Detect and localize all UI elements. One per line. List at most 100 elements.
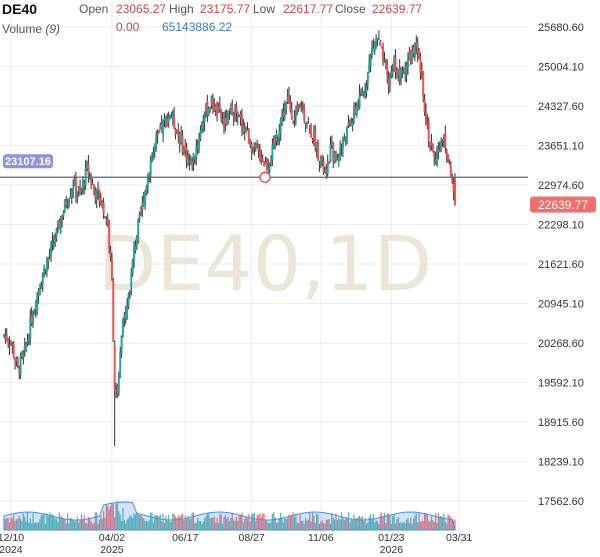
candle-body bbox=[25, 345, 28, 350]
candle-body bbox=[398, 68, 401, 81]
volume-bar bbox=[179, 516, 181, 530]
candle-body bbox=[37, 290, 40, 297]
volume-bar bbox=[392, 516, 394, 530]
volume-bar bbox=[410, 517, 412, 530]
volume-bar bbox=[170, 521, 172, 530]
candle-body bbox=[429, 141, 432, 146]
candle-body bbox=[362, 92, 365, 95]
volume-bar bbox=[152, 522, 155, 530]
volume-bar bbox=[65, 523, 67, 530]
candle-body bbox=[249, 140, 252, 146]
candle-body bbox=[121, 319, 124, 336]
volume-bar bbox=[273, 512, 275, 530]
candle-body bbox=[243, 127, 246, 133]
candle-body bbox=[430, 141, 433, 147]
volume-bar bbox=[166, 520, 168, 530]
candle-body bbox=[401, 70, 404, 73]
volume-bar bbox=[28, 522, 30, 530]
candle-body bbox=[110, 259, 113, 280]
candle-body bbox=[234, 108, 237, 114]
y-tick-label: 22298.10 bbox=[538, 220, 584, 232]
price-axis[interactable]: 25680.60 25004.10 24327.60 23651.10 22974.60… bbox=[538, 22, 584, 508]
volume-bar bbox=[230, 517, 232, 530]
grid-lines bbox=[0, 0, 528, 530]
volume-bar bbox=[32, 513, 34, 530]
candle-body bbox=[275, 133, 278, 142]
volume-bar bbox=[98, 519, 101, 530]
volume-bar bbox=[13, 514, 15, 530]
candle-body bbox=[86, 163, 89, 169]
candle-body bbox=[224, 118, 227, 124]
volume-bar bbox=[126, 519, 128, 530]
volume-bar bbox=[120, 521, 123, 530]
volume-bar bbox=[33, 523, 36, 530]
volume-bar bbox=[269, 523, 271, 530]
volume-bar bbox=[252, 513, 254, 530]
volume-bar bbox=[282, 522, 285, 530]
volume-bar bbox=[148, 520, 150, 530]
candle-body bbox=[182, 147, 185, 154]
candle-body bbox=[420, 70, 423, 72]
y-tick-label: 22974.60 bbox=[538, 180, 584, 192]
volume-bar bbox=[37, 522, 40, 530]
volume-bar bbox=[440, 515, 442, 530]
candle-body bbox=[437, 148, 440, 152]
candle-body bbox=[102, 202, 105, 215]
volume-bar bbox=[447, 514, 449, 530]
volume-bar bbox=[130, 516, 132, 530]
volume-bar bbox=[26, 512, 29, 530]
candle-body bbox=[325, 169, 328, 173]
volume-bar bbox=[224, 514, 226, 530]
candle-body bbox=[390, 72, 393, 76]
volume-bar bbox=[64, 518, 66, 530]
candle-body bbox=[256, 145, 259, 147]
candle-body bbox=[80, 189, 83, 192]
volume-bar bbox=[255, 520, 257, 530]
volume-bar bbox=[310, 521, 312, 530]
candle-body bbox=[188, 160, 191, 162]
horizontal-line-tool[interactable]: 23107.16 bbox=[0, 154, 528, 183]
candle-body bbox=[436, 150, 439, 166]
volume-bar bbox=[381, 512, 383, 530]
volume-bar bbox=[260, 517, 262, 530]
volume-bar bbox=[298, 523, 300, 530]
candle-body bbox=[186, 157, 189, 164]
candle-body bbox=[113, 345, 116, 391]
volume-bar bbox=[338, 517, 340, 530]
candle-body bbox=[239, 114, 242, 118]
candle-body bbox=[206, 101, 209, 116]
volume-bar bbox=[212, 517, 214, 530]
volume-bar bbox=[4, 519, 6, 530]
candle-body bbox=[330, 144, 333, 146]
ticker-symbol: DE40 bbox=[2, 1, 37, 17]
volume-bar bbox=[278, 518, 280, 530]
volume-bar bbox=[226, 518, 228, 530]
volume-bar bbox=[71, 518, 73, 530]
candle-body bbox=[23, 345, 26, 350]
candle-body bbox=[445, 150, 448, 155]
candle-body bbox=[235, 105, 238, 114]
candle-body bbox=[198, 140, 201, 149]
volume-bar bbox=[137, 514, 139, 530]
volume-bar bbox=[50, 514, 52, 530]
volume-bar bbox=[396, 519, 398, 530]
candle-body bbox=[15, 358, 18, 362]
candle-body bbox=[189, 161, 192, 163]
candle-body bbox=[65, 200, 68, 205]
candle-body bbox=[170, 117, 173, 119]
volume-bar bbox=[307, 519, 309, 530]
candle-body bbox=[112, 280, 115, 342]
candle-body bbox=[149, 161, 152, 176]
candle-body bbox=[153, 145, 156, 151]
candle-body bbox=[16, 357, 19, 367]
candle-body bbox=[99, 198, 102, 205]
volume-bar bbox=[331, 512, 333, 530]
volume-bar bbox=[133, 513, 135, 530]
candle-body bbox=[210, 95, 213, 106]
candle-body bbox=[5, 334, 8, 341]
candle-body bbox=[79, 185, 82, 193]
volume-bar bbox=[101, 518, 103, 530]
volume-bar bbox=[112, 504, 114, 530]
